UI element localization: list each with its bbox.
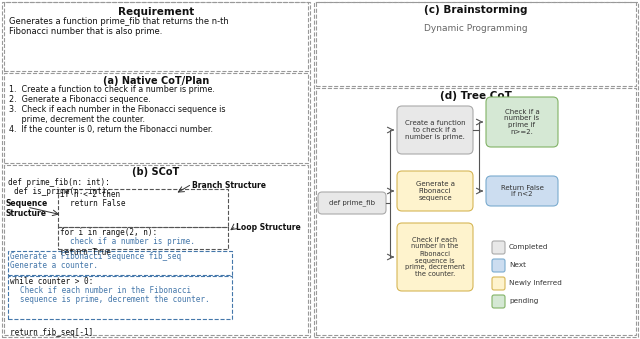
FancyBboxPatch shape [492, 277, 505, 290]
FancyBboxPatch shape [397, 171, 473, 211]
Text: Check if each
number in the
Fibonacci
sequence is
prime, decrement
the counter.: Check if each number in the Fibonacci se… [405, 237, 465, 278]
Text: sequence is prime, decrement the counter.: sequence is prime, decrement the counter… [20, 295, 210, 304]
Text: def is_prime(n: int):: def is_prime(n: int): [14, 187, 111, 196]
FancyBboxPatch shape [492, 295, 505, 308]
Text: Generate a Fibonacci sequence fib_seq: Generate a Fibonacci sequence fib_seq [10, 252, 181, 261]
Text: Create a function
to check if a
number is prime.: Create a function to check if a number i… [404, 120, 465, 140]
FancyBboxPatch shape [318, 192, 386, 214]
Text: Requirement: Requirement [118, 7, 194, 17]
Text: Return False
if n<2: Return False if n<2 [500, 184, 543, 198]
Text: (c) Brainstorming: (c) Brainstorming [424, 5, 528, 15]
Bar [4, 165, 308, 335]
Text: Sequence
Structure: Sequence Structure [5, 199, 47, 218]
Text: return fib_seq[-1]: return fib_seq[-1] [10, 328, 93, 337]
Text: (b) SCoT: (b) SCoT [132, 167, 180, 177]
Text: Check if a
number is
prime if
n>=2.: Check if a number is prime if n>=2. [504, 108, 540, 136]
Text: Generates a function prime_fib that returns the n-th: Generates a function prime_fib that retu… [9, 17, 228, 26]
Text: Dynamic Programming: Dynamic Programming [424, 24, 528, 33]
FancyBboxPatch shape [397, 106, 473, 154]
Text: Loop Structure: Loop Structure [236, 223, 301, 232]
Bar [314, 2, 638, 337]
FancyBboxPatch shape [397, 223, 473, 291]
Text: pending: pending [509, 298, 538, 304]
Bar [8, 276, 232, 319]
FancyBboxPatch shape [492, 241, 505, 254]
Bar [4, 73, 308, 163]
Bar [316, 88, 636, 335]
Text: Check if each number in the Fibonacci: Check if each number in the Fibonacci [20, 286, 191, 295]
Bar [8, 251, 232, 275]
Text: if n < 2 then: if n < 2 then [60, 190, 120, 199]
FancyBboxPatch shape [486, 97, 558, 147]
Text: def prime_fib: def prime_fib [329, 200, 375, 206]
Text: 3.  Check if each number in the Fibonacci sequence is: 3. Check if each number in the Fibonacci… [9, 105, 225, 114]
Text: Newly Inferred: Newly Inferred [509, 280, 562, 286]
FancyBboxPatch shape [486, 176, 558, 206]
Text: Generate a counter.: Generate a counter. [10, 261, 98, 270]
Text: check if a number is prime.: check if a number is prime. [70, 237, 195, 246]
Bar [2, 2, 310, 337]
Text: def prime_fib(n: int):: def prime_fib(n: int): [8, 178, 109, 187]
Text: prime, decrement the counter.: prime, decrement the counter. [9, 115, 145, 124]
Text: (a) Native CoT/Plan: (a) Native CoT/Plan [103, 76, 209, 86]
Text: Next: Next [509, 262, 526, 268]
Bar [58, 227, 228, 249]
Bar [58, 189, 228, 227]
Bar [4, 2, 308, 71]
Text: (d) Tree CoT: (d) Tree CoT [440, 91, 512, 101]
Text: Branch Structure: Branch Structure [192, 181, 266, 190]
Text: 2.  Generate a Fibonacci sequence.: 2. Generate a Fibonacci sequence. [9, 95, 150, 104]
Bar [316, 2, 636, 86]
Text: return True: return True [60, 248, 111, 257]
Text: while counter > 0:: while counter > 0: [10, 277, 93, 286]
Text: Completed: Completed [509, 244, 548, 250]
FancyBboxPatch shape [492, 259, 505, 272]
Text: 4.  If the counter is 0, return the Fibonacci number.: 4. If the counter is 0, return the Fibon… [9, 125, 213, 134]
Text: return False: return False [70, 199, 125, 208]
Text: Generate a
Fibonacci
sequence: Generate a Fibonacci sequence [415, 181, 454, 201]
Text: for i in range(2, n):: for i in range(2, n): [60, 228, 157, 237]
Text: 1.  Create a function to check if a number is prime.: 1. Create a function to check if a numbe… [9, 85, 215, 94]
Text: Fibonacci number that is also prime.: Fibonacci number that is also prime. [9, 27, 163, 36]
